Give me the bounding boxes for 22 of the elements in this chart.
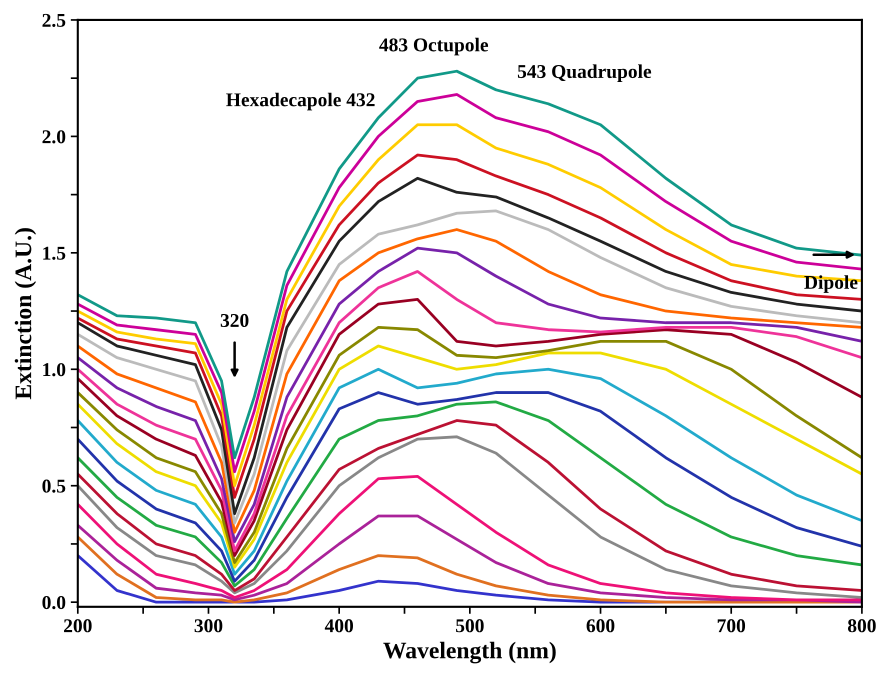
annotation: 483 Octupole xyxy=(379,38,488,56)
annotation: Dipole xyxy=(804,275,858,293)
annotation: 543 Quadrupole xyxy=(518,64,652,82)
y-tick-label: 0.0 xyxy=(42,596,66,610)
line-series xyxy=(78,475,862,602)
x-tick-label: 200 xyxy=(64,619,92,632)
annotation: 320 xyxy=(220,314,248,328)
y-tick-label: 1.0 xyxy=(43,363,66,376)
line-series xyxy=(78,514,862,604)
x-axis-title: Wavelength (nm) xyxy=(383,642,556,664)
y-tick-label: 2.5 xyxy=(42,14,66,27)
y-tick-label: 0.5 xyxy=(42,480,66,493)
x-tick-label: 600 xyxy=(586,619,614,632)
x-tick-label: 800 xyxy=(848,619,876,632)
y-tick-label: 2.0 xyxy=(42,130,66,144)
x-tick-label: 700 xyxy=(718,619,746,632)
x-tick-label: 300 xyxy=(194,619,222,632)
y-axis-title: Extinction (A.U.) xyxy=(14,228,36,400)
y-tick-label: 1.5 xyxy=(43,246,66,260)
x-tick-label: 500 xyxy=(456,619,484,632)
x-tick-label: 400 xyxy=(324,619,354,632)
annotation: Hexadecapole 432 xyxy=(226,92,375,110)
